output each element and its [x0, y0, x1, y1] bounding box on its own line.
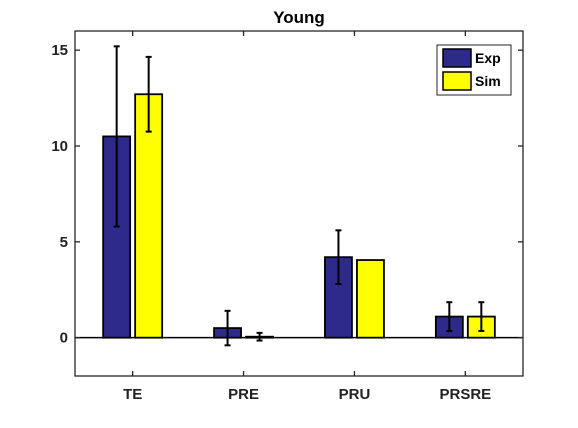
error-bars-group: [113, 45, 485, 347]
x-axis: TE PRE PRU PRSRE: [123, 31, 491, 403]
legend-label-exp: Exp: [475, 50, 501, 66]
x-tick-label-pre: PRE: [228, 386, 259, 403]
plot-frame: [74, 30, 524, 377]
x-tick-label-prsre: PRSRE: [439, 386, 491, 403]
legend-swatch-exp: [442, 48, 472, 68]
y-tick-label-0: 0: [60, 330, 68, 347]
y-tick-label-5: 5: [60, 234, 68, 251]
bar-sim-pru: [356, 259, 385, 339]
legend: Exp Sim: [436, 44, 512, 96]
y-axis: 0 5 10 15: [51, 42, 523, 347]
x-tick-label-te: TE: [123, 386, 142, 403]
legend-swatch-sim: [442, 71, 472, 91]
legend-label-sim: Sim: [475, 73, 501, 89]
y-tick-label-10: 10: [51, 138, 68, 155]
x-tick-label-pru: PRU: [339, 386, 371, 403]
chart-title: Young: [273, 8, 325, 27]
y-tick-label-15: 15: [51, 42, 68, 59]
